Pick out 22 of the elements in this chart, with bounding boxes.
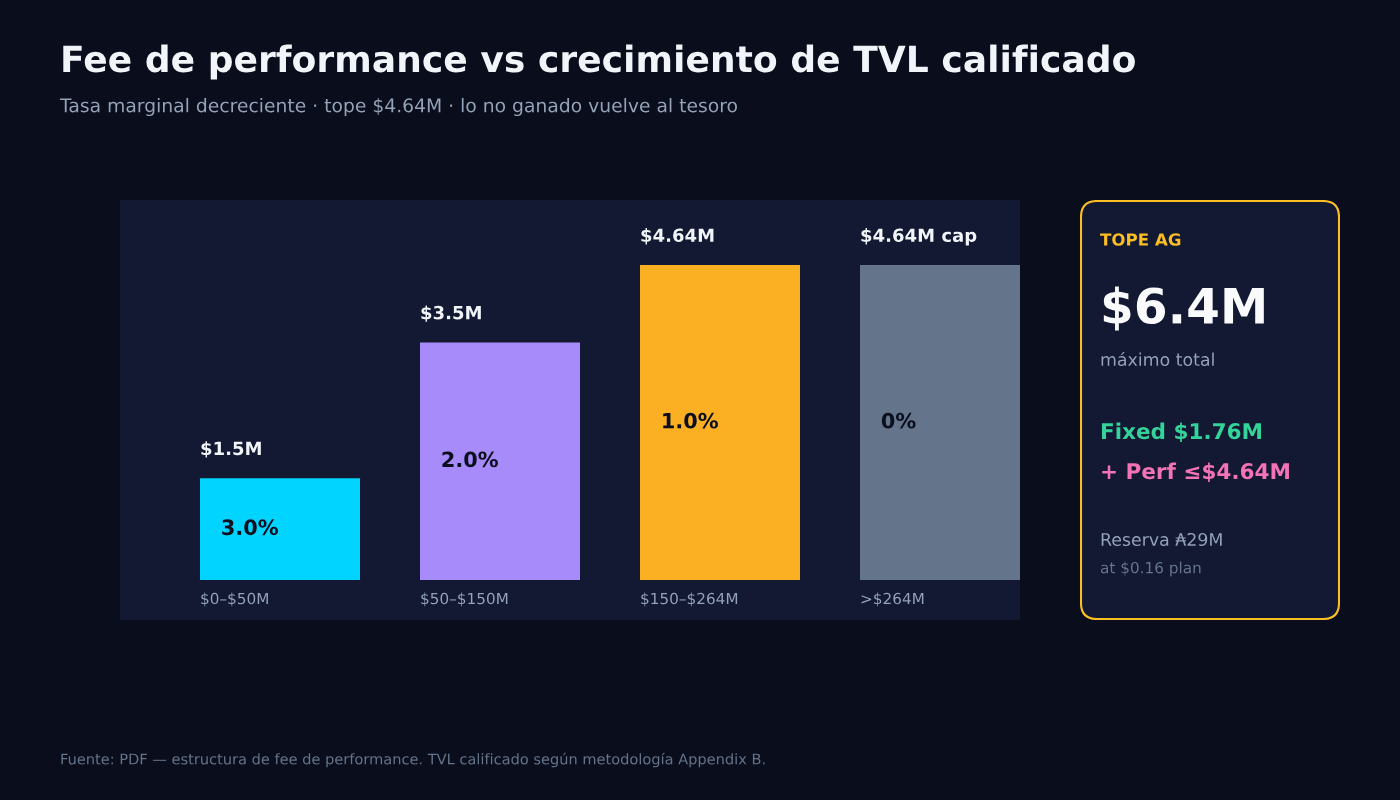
text: Reserva ₳29M [1101,532,1222,547]
data-label: $4.64M [641,228,714,245]
x-tick-label: $50–$150M [421,592,508,607]
text: at $0.16 plan [1100,561,1201,577]
text: Fixed $1.76M [1101,422,1262,443]
annotation: 3.0% [222,519,278,536]
data-label: $1.5M [201,441,261,458]
text: + Perf ≤$4.64M [1102,462,1289,483]
text: TOPE AG [1100,233,1181,246]
source-note: Fuente: PDF — estructura de fee de performance. TVL calificado según metodología Appendix B. [61,752,765,768]
annotation: 2.0% [442,451,498,468]
annotation: 0% [881,412,916,429]
text: $6.4M [1103,286,1264,331]
chart-title: Fee de performance vs crecimiento de TVL calificado [63,44,1135,80]
x-tick-label: >$264M [861,592,924,607]
x-tick-label: $150–$264M [641,592,738,607]
annotation: 1.0% [663,412,718,429]
chart-subtitle: Tasa marginal decreciente · tope $4.64M · lo no ganado vuelve al tesoro [59,97,737,117]
data-label: $4.64M cap [861,228,977,246]
data-label: $3.5M [421,305,481,322]
text: máximo total [1101,351,1214,367]
x-tick-label: $0–$50M [201,592,268,607]
